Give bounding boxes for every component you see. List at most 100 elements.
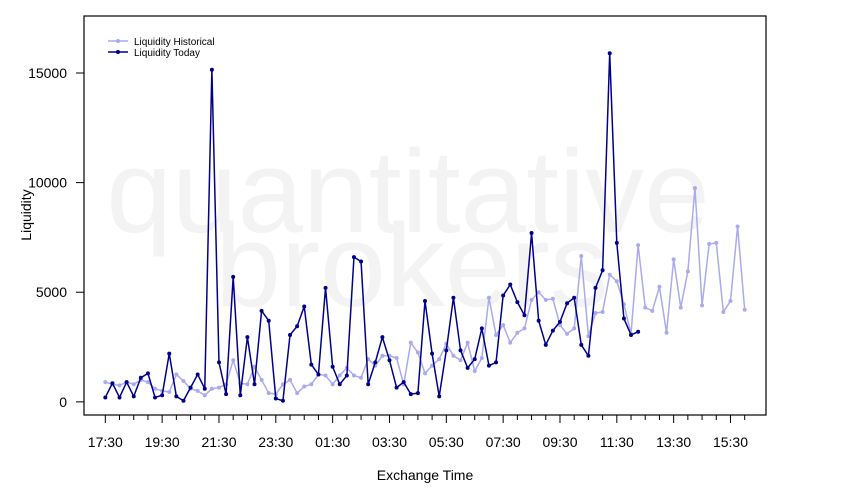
- data-point: [600, 268, 605, 273]
- data-point: [131, 394, 136, 399]
- data-point: [522, 313, 527, 318]
- x-tick-label: 11:30: [600, 434, 634, 450]
- data-point: [444, 348, 449, 353]
- data-point: [174, 394, 179, 399]
- data-point: [138, 375, 143, 380]
- data-point: [508, 340, 513, 345]
- data-point: [295, 324, 300, 329]
- data-point: [188, 385, 193, 390]
- data-point: [323, 373, 328, 378]
- data-point: [415, 350, 420, 355]
- data-point: [550, 296, 555, 301]
- data-point: [124, 380, 129, 385]
- data-point: [451, 353, 456, 358]
- data-point: [280, 398, 285, 403]
- data-point: [614, 240, 619, 245]
- data-point: [359, 259, 364, 264]
- data-point: [252, 382, 257, 387]
- data-point: [550, 328, 555, 333]
- data-point: [103, 395, 108, 400]
- data-point: [508, 282, 513, 287]
- data-point: [728, 299, 733, 303]
- data-point: [543, 297, 548, 302]
- data-point: [685, 269, 690, 274]
- x-tick-label: 03:30: [372, 434, 407, 450]
- data-point: [344, 373, 349, 378]
- data-point: [373, 360, 378, 365]
- data-point: [614, 279, 619, 284]
- x-tick-label: 15:30: [713, 434, 748, 450]
- data-point: [117, 383, 122, 388]
- data-point: [266, 391, 271, 396]
- data-point: [472, 369, 477, 374]
- data-point: [238, 393, 243, 398]
- legend: Liquidity Historical Liquidity Today: [108, 37, 215, 59]
- series-layer: [103, 51, 747, 403]
- data-point: [380, 335, 385, 340]
- watermark: quantitative brokers: [106, 126, 710, 332]
- data-point: [153, 395, 158, 400]
- legend-label-historical: Liquidity Historical: [134, 37, 215, 48]
- data-point: [323, 285, 328, 290]
- data-point: [536, 290, 541, 295]
- data-point: [145, 380, 150, 385]
- data-point: [629, 332, 634, 337]
- data-point: [536, 318, 541, 323]
- x-tick-label: 09:30: [542, 434, 577, 450]
- data-point: [607, 51, 612, 56]
- data-point: [501, 293, 506, 298]
- y-tick-label: 15000: [28, 65, 67, 81]
- x-tick-label: 07:30: [486, 434, 521, 450]
- data-point: [515, 330, 520, 335]
- data-point: [209, 386, 214, 391]
- data-point: [621, 316, 626, 321]
- data-point: [714, 240, 719, 245]
- data-point: [586, 353, 591, 358]
- data-point: [451, 295, 456, 300]
- y-tick-label: 5000: [36, 284, 67, 300]
- data-point: [288, 377, 293, 382]
- data-point: [202, 393, 207, 398]
- data-point: [565, 301, 570, 306]
- plot-frame: [83, 15, 767, 416]
- legend-label-today: Liquidity Today: [134, 48, 200, 59]
- data-point: [671, 257, 676, 262]
- data-point: [529, 231, 534, 236]
- x-tick-label: 17:30: [88, 434, 123, 450]
- data-point: [423, 371, 427, 376]
- data-point: [565, 331, 570, 336]
- data-point: [245, 335, 250, 340]
- data-point: [174, 372, 179, 377]
- data-point: [657, 284, 662, 289]
- data-point: [636, 243, 641, 248]
- data-point: [600, 309, 605, 314]
- data-point: [302, 304, 307, 309]
- data-point: [522, 326, 527, 331]
- data-point: [479, 356, 484, 360]
- legend-marker-historical: [116, 39, 120, 43]
- data-point: [181, 398, 186, 403]
- data-point: [650, 308, 655, 313]
- data-point: [700, 303, 705, 308]
- data-point: [309, 362, 314, 367]
- data-point: [572, 326, 577, 331]
- data-point: [216, 385, 221, 390]
- data-point: [181, 379, 186, 384]
- data-point: [707, 242, 712, 246]
- data-point: [394, 385, 399, 390]
- data-point: [586, 334, 591, 339]
- data-point: [437, 394, 442, 399]
- data-point: [337, 373, 342, 378]
- data-point: [721, 309, 726, 314]
- watermark-line-2: brokers: [215, 200, 608, 332]
- data-point: [224, 392, 229, 397]
- data-point: [486, 363, 491, 368]
- data-point: [465, 365, 470, 370]
- data-point: [153, 386, 158, 391]
- data-point: [302, 384, 307, 389]
- data-point: [664, 330, 669, 335]
- data-point: [195, 372, 200, 377]
- data-point: [103, 380, 108, 385]
- data-point: [579, 254, 584, 259]
